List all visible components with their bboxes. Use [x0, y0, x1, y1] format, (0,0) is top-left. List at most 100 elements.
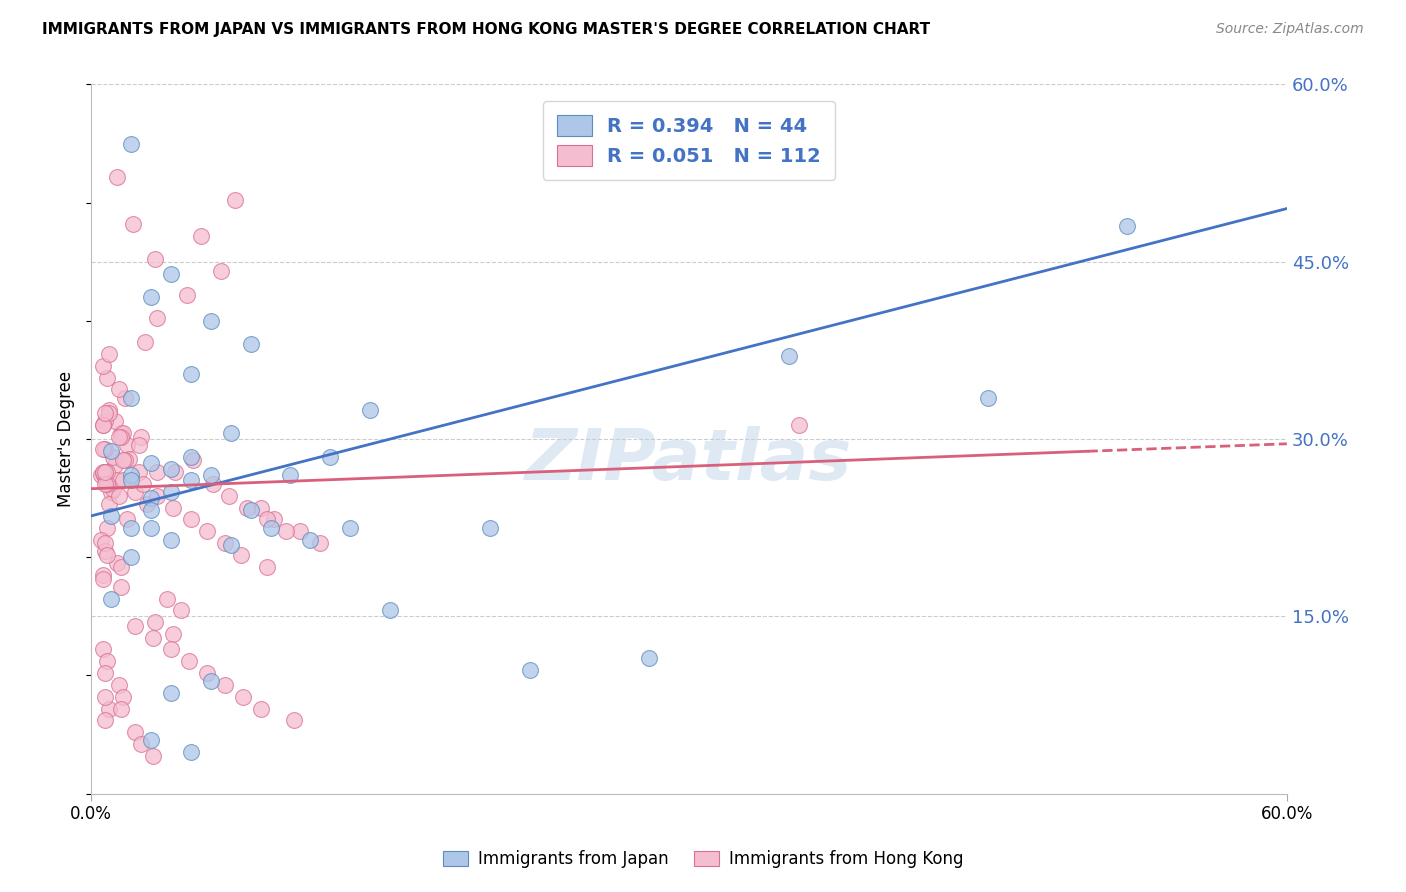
Point	[122, 217, 145, 231]
Point	[160, 686, 183, 700]
Point	[181, 453, 204, 467]
Point	[94, 470, 117, 484]
Point	[139, 521, 162, 535]
Point	[112, 426, 135, 441]
Point	[120, 136, 142, 151]
Point	[638, 650, 661, 665]
Point	[118, 452, 141, 467]
Point	[115, 512, 138, 526]
Point	[139, 456, 162, 470]
Point	[94, 666, 117, 681]
Point	[256, 559, 278, 574]
Point	[200, 467, 222, 482]
Point	[112, 474, 135, 488]
Point	[139, 491, 162, 505]
Point	[105, 556, 128, 570]
Point	[224, 194, 246, 208]
Point	[91, 417, 114, 432]
Point	[290, 524, 312, 539]
Point	[160, 485, 183, 500]
Point	[96, 654, 118, 668]
Point	[299, 533, 322, 547]
Point	[105, 474, 128, 488]
Point	[129, 430, 152, 444]
Point	[101, 450, 124, 464]
Point	[101, 482, 124, 496]
Point	[91, 642, 114, 657]
Point	[104, 458, 127, 472]
Point	[235, 500, 257, 515]
Point	[180, 450, 202, 464]
Point	[90, 467, 112, 482]
Point	[139, 290, 162, 304]
Point	[229, 548, 252, 562]
Point	[263, 512, 285, 526]
Point	[200, 314, 222, 328]
Point	[214, 536, 236, 550]
Point	[256, 512, 278, 526]
Point	[110, 559, 132, 574]
Point	[91, 417, 114, 432]
Point	[201, 477, 224, 491]
Point	[136, 497, 159, 511]
Point	[115, 438, 138, 452]
Point	[100, 508, 122, 523]
Point	[110, 701, 132, 715]
Point	[283, 714, 305, 728]
Point	[96, 477, 118, 491]
Point	[98, 402, 121, 417]
Point	[94, 414, 117, 428]
Point	[143, 615, 166, 630]
Point	[110, 580, 132, 594]
Y-axis label: Master's Degree: Master's Degree	[58, 371, 75, 508]
Point	[146, 311, 169, 326]
Point	[214, 678, 236, 692]
Point	[94, 714, 117, 728]
Legend: R = 0.394   N = 44, R = 0.051   N = 112: R = 0.394 N = 44, R = 0.051 N = 112	[543, 102, 835, 179]
Point	[787, 417, 810, 432]
Point	[124, 619, 146, 633]
Point	[100, 591, 122, 606]
Point	[94, 406, 117, 420]
Point	[94, 544, 117, 558]
Point	[239, 503, 262, 517]
Point	[177, 654, 200, 668]
Point	[1116, 219, 1139, 234]
Point	[128, 465, 150, 479]
Point	[91, 572, 114, 586]
Text: IMMIGRANTS FROM JAPAN VS IMMIGRANTS FROM HONG KONG MASTER'S DEGREE CORRELATION C: IMMIGRANTS FROM JAPAN VS IMMIGRANTS FROM…	[42, 22, 931, 37]
Point	[94, 536, 117, 550]
Legend: Immigrants from Japan, Immigrants from Hong Kong: Immigrants from Japan, Immigrants from H…	[436, 844, 970, 875]
Text: Source: ZipAtlas.com: Source: ZipAtlas.com	[1216, 22, 1364, 37]
Point	[160, 642, 183, 657]
Point	[139, 733, 162, 747]
Point	[94, 465, 117, 479]
Point	[114, 453, 136, 467]
Point	[120, 521, 142, 535]
Point	[200, 674, 222, 689]
Point	[96, 477, 118, 491]
Point	[105, 169, 128, 184]
Point	[96, 370, 118, 384]
Point	[94, 442, 117, 456]
Point	[100, 443, 122, 458]
Point	[309, 536, 332, 550]
Point	[519, 663, 541, 677]
Point	[146, 489, 169, 503]
Point	[96, 521, 118, 535]
Point	[91, 467, 114, 481]
Point	[124, 485, 146, 500]
Point	[100, 485, 122, 500]
Point	[218, 489, 240, 503]
Point	[142, 748, 165, 763]
Point	[232, 690, 254, 704]
Point	[209, 264, 232, 278]
Point	[98, 406, 121, 420]
Point	[120, 467, 142, 482]
Point	[98, 701, 121, 715]
Point	[91, 465, 114, 479]
Point	[276, 524, 298, 539]
Point	[280, 467, 302, 482]
Point	[108, 678, 131, 692]
Point	[478, 521, 501, 535]
